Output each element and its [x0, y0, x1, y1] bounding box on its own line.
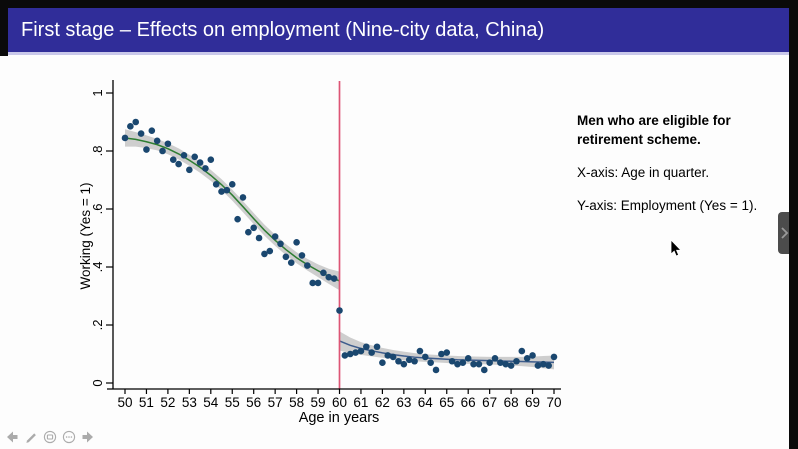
svg-text:57: 57	[268, 395, 283, 410]
annotation-x-axis-note: X-axis: Age in quarter.	[577, 164, 710, 180]
screen-edge-top	[0, 0, 798, 8]
svg-text:55: 55	[225, 395, 240, 410]
svg-text:56: 56	[246, 395, 261, 410]
svg-text:63: 63	[396, 395, 411, 410]
title-bar-underline	[0, 52, 789, 55]
x-axis-title: Age in years	[299, 410, 380, 426]
svg-text:50: 50	[117, 395, 132, 410]
screen-edge-left	[0, 0, 8, 56]
svg-text:1: 1	[90, 89, 105, 96]
svg-text:64: 64	[418, 395, 434, 410]
svg-text:61: 61	[353, 395, 368, 410]
svg-text:.8: .8	[90, 146, 105, 157]
more-options-button[interactable]	[62, 430, 76, 444]
svg-text:53: 53	[182, 395, 197, 410]
svg-text:.4: .4	[90, 262, 105, 273]
next-slide-button[interactable]	[81, 430, 95, 444]
slide-canvas[interactable]: 0 .2 .4 .6 .8 1 50 51 52 53 54 55 56 57 58 59 60 61 62 63 64…	[0, 55, 789, 449]
slide-annotation: Men who are eligible for retirement sche…	[577, 112, 785, 230]
annotation-sample-note: Men who are eligible for retirement sche…	[577, 113, 731, 147]
svg-text:69: 69	[525, 395, 540, 410]
svg-text:60: 60	[332, 395, 347, 410]
svg-text:65: 65	[439, 395, 454, 410]
axes	[106, 80, 561, 394]
screen-edge-right	[789, 0, 798, 449]
svg-text:.2: .2	[90, 320, 105, 331]
see-all-slides-button[interactable]	[43, 430, 57, 444]
annotation-y-axis-note: Y-axis: Employment (Yes = 1).	[577, 197, 758, 213]
employment-chart: 0 .2 .4 .6 .8 1 50 51 52 53 54 55 56 57 58 59 60 61 62 63 64…	[78, 80, 562, 426]
scatter-points	[121, 118, 558, 374]
axis-labels: 0 .2 .4 .6 .8 1 50 51 52 53 54 55 56 57 58 59 60 61 62 63 64…	[78, 89, 562, 426]
svg-text:52: 52	[160, 395, 175, 410]
svg-text:0: 0	[90, 379, 105, 386]
svg-text:54: 54	[203, 395, 219, 410]
pen-tools-button[interactable]	[24, 430, 38, 444]
svg-text:68: 68	[504, 395, 519, 410]
svg-text:58: 58	[289, 395, 304, 410]
svg-text:66: 66	[461, 395, 476, 410]
fit-left-of-cutoff	[124, 137, 340, 282]
slide-title-bar: First stage – Effects on employment (Nin…	[8, 8, 789, 52]
svg-text:67: 67	[482, 395, 497, 410]
mouse-cursor	[670, 239, 682, 257]
slideshow-toolbar	[5, 430, 95, 444]
svg-text:70: 70	[546, 395, 561, 410]
svg-text:.6: .6	[90, 204, 105, 215]
svg-text:59: 59	[311, 395, 326, 410]
previous-slide-button[interactable]	[5, 430, 19, 444]
slide-title: First stage – Effects on employment (Nin…	[21, 19, 545, 41]
svg-text:62: 62	[375, 395, 390, 410]
comments-panel-toggle[interactable]	[778, 212, 791, 254]
y-axis-title: Working (Yes = 1)	[78, 183, 93, 290]
svg-text:51: 51	[139, 395, 154, 410]
chevron-right-icon	[781, 227, 789, 239]
